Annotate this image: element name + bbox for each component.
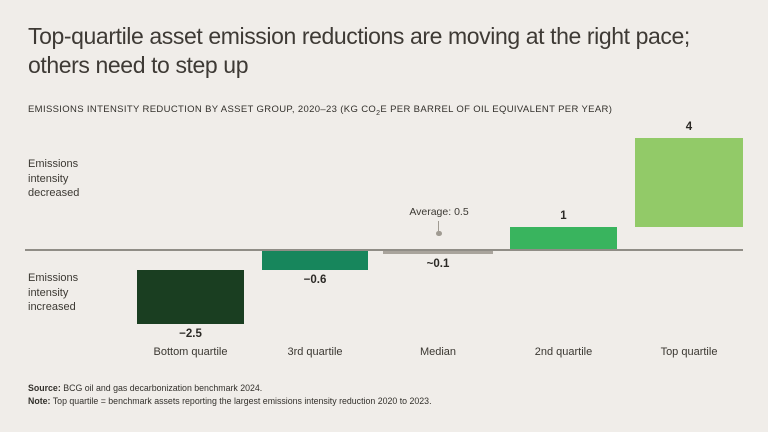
value-label-median: ~0.1 (426, 258, 450, 270)
bar-bottom-quartile (137, 270, 244, 324)
average-leader-line (438, 221, 439, 231)
bar-2nd-quartile (510, 227, 617, 250)
chart-subtitle-suffix: E PER BARREL OF OIL EQUIVALENT PER YEAR) (380, 104, 613, 115)
note-line: Note: Top quartile = benchmark assets re… (28, 395, 432, 408)
source-line: Source: BCG oil and gas decarbonization … (28, 382, 432, 395)
note-label: Note: (28, 395, 51, 406)
zero-baseline (25, 249, 743, 251)
page-title-line-2: others need to step up (28, 51, 249, 78)
chart-subtitle-text: EMISSIONS INTENSITY REDUCTION BY ASSET G… (28, 104, 377, 115)
bar-top-quartile (635, 138, 743, 227)
chart-subtitle-subscript: 2 (376, 109, 381, 117)
category-label-median: Median (419, 346, 457, 358)
page-title-line-1: Top-quartile asset emission reductions a… (28, 23, 690, 49)
category-label-3rd-quartile: 3rd quartile (287, 346, 343, 358)
average-annotation-label: Average: 0.5 (409, 206, 469, 218)
value-label-2nd-quartile: 1 (560, 210, 567, 222)
category-label-2nd-quartile: 2nd quartile (534, 346, 593, 358)
page-title: Top-quartile asset emission reductions a… (28, 22, 748, 79)
source-text: BCG oil and gas decarbonization benchmar… (63, 383, 263, 393)
average-marker-dot (436, 230, 442, 236)
note-text: Top quartile = benchmark assets reportin… (52, 395, 432, 406)
footer-notes: Source: BCG oil and gas decarbonization … (28, 382, 432, 408)
bar-3rd-quartile (262, 251, 368, 270)
axis-label-emissions-increased: Emissions intensity increased (28, 272, 79, 314)
bar-median (383, 249, 493, 254)
category-label-bottom-quartile: Bottom quartile (153, 346, 228, 358)
value-label-top-quartile: 4 (685, 121, 693, 133)
axis-label-emissions-decreased: Emissions intensity decreased (28, 158, 80, 200)
value-label-3rd-quartile: −0.6 (303, 274, 327, 286)
category-label-top-quartile: Top quartile (660, 346, 718, 358)
source-label: Source: (28, 383, 61, 393)
value-label-bottom-quartile: −2.5 (179, 328, 202, 340)
chart-subtitle: EMISSIONS INTENSITY REDUCTION BY ASSET G… (28, 104, 612, 117)
